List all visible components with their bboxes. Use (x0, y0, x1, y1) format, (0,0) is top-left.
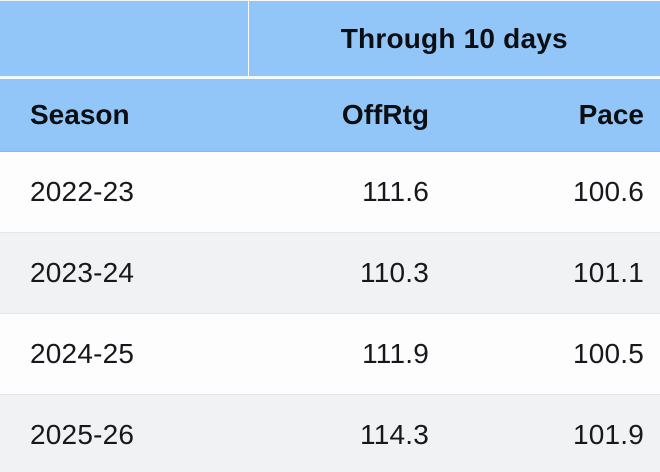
table-row-2024-25: 2024-25 111.9 100.5 (0, 313, 660, 395)
season-column-header: Season (0, 77, 248, 152)
pace-column-header: Pace (445, 77, 660, 152)
pace-cell: 101.1 (445, 232, 660, 314)
pace-cell: 101.9 (445, 394, 660, 472)
offrtg-cell: 110.3 (248, 232, 445, 314)
column-header-row: Season OffRtg Pace (0, 77, 660, 152)
offrtg-column-header: OffRtg (248, 77, 445, 152)
spanner-empty-cell (0, 0, 248, 79)
spanner-header-row: Through 10 days (0, 0, 660, 79)
offrtg-cell: 111.9 (248, 313, 445, 395)
pace-cell: 100.6 (572, 176, 645, 207)
table-row-2022-23: 2022-23 111.6 100.6 (0, 151, 660, 233)
season-cell: 2024-25 (0, 313, 248, 395)
season-cell: 2022-23 (30, 176, 135, 207)
table-title: Through 10 days (247, 0, 660, 79)
table-row-2023-24: 2023-24 110.3 101.1 (0, 232, 660, 314)
season-cell: 2023-24 (0, 232, 248, 314)
offrtg-cell: 114.3 (248, 394, 445, 472)
season-cell: 2025-26 (0, 394, 248, 472)
pace-cell: 100.5 (445, 313, 660, 395)
table-row-2025-26: 2025-26 114.3 101.9 (0, 394, 660, 472)
offrtg-cell: 111.6 (362, 176, 429, 207)
